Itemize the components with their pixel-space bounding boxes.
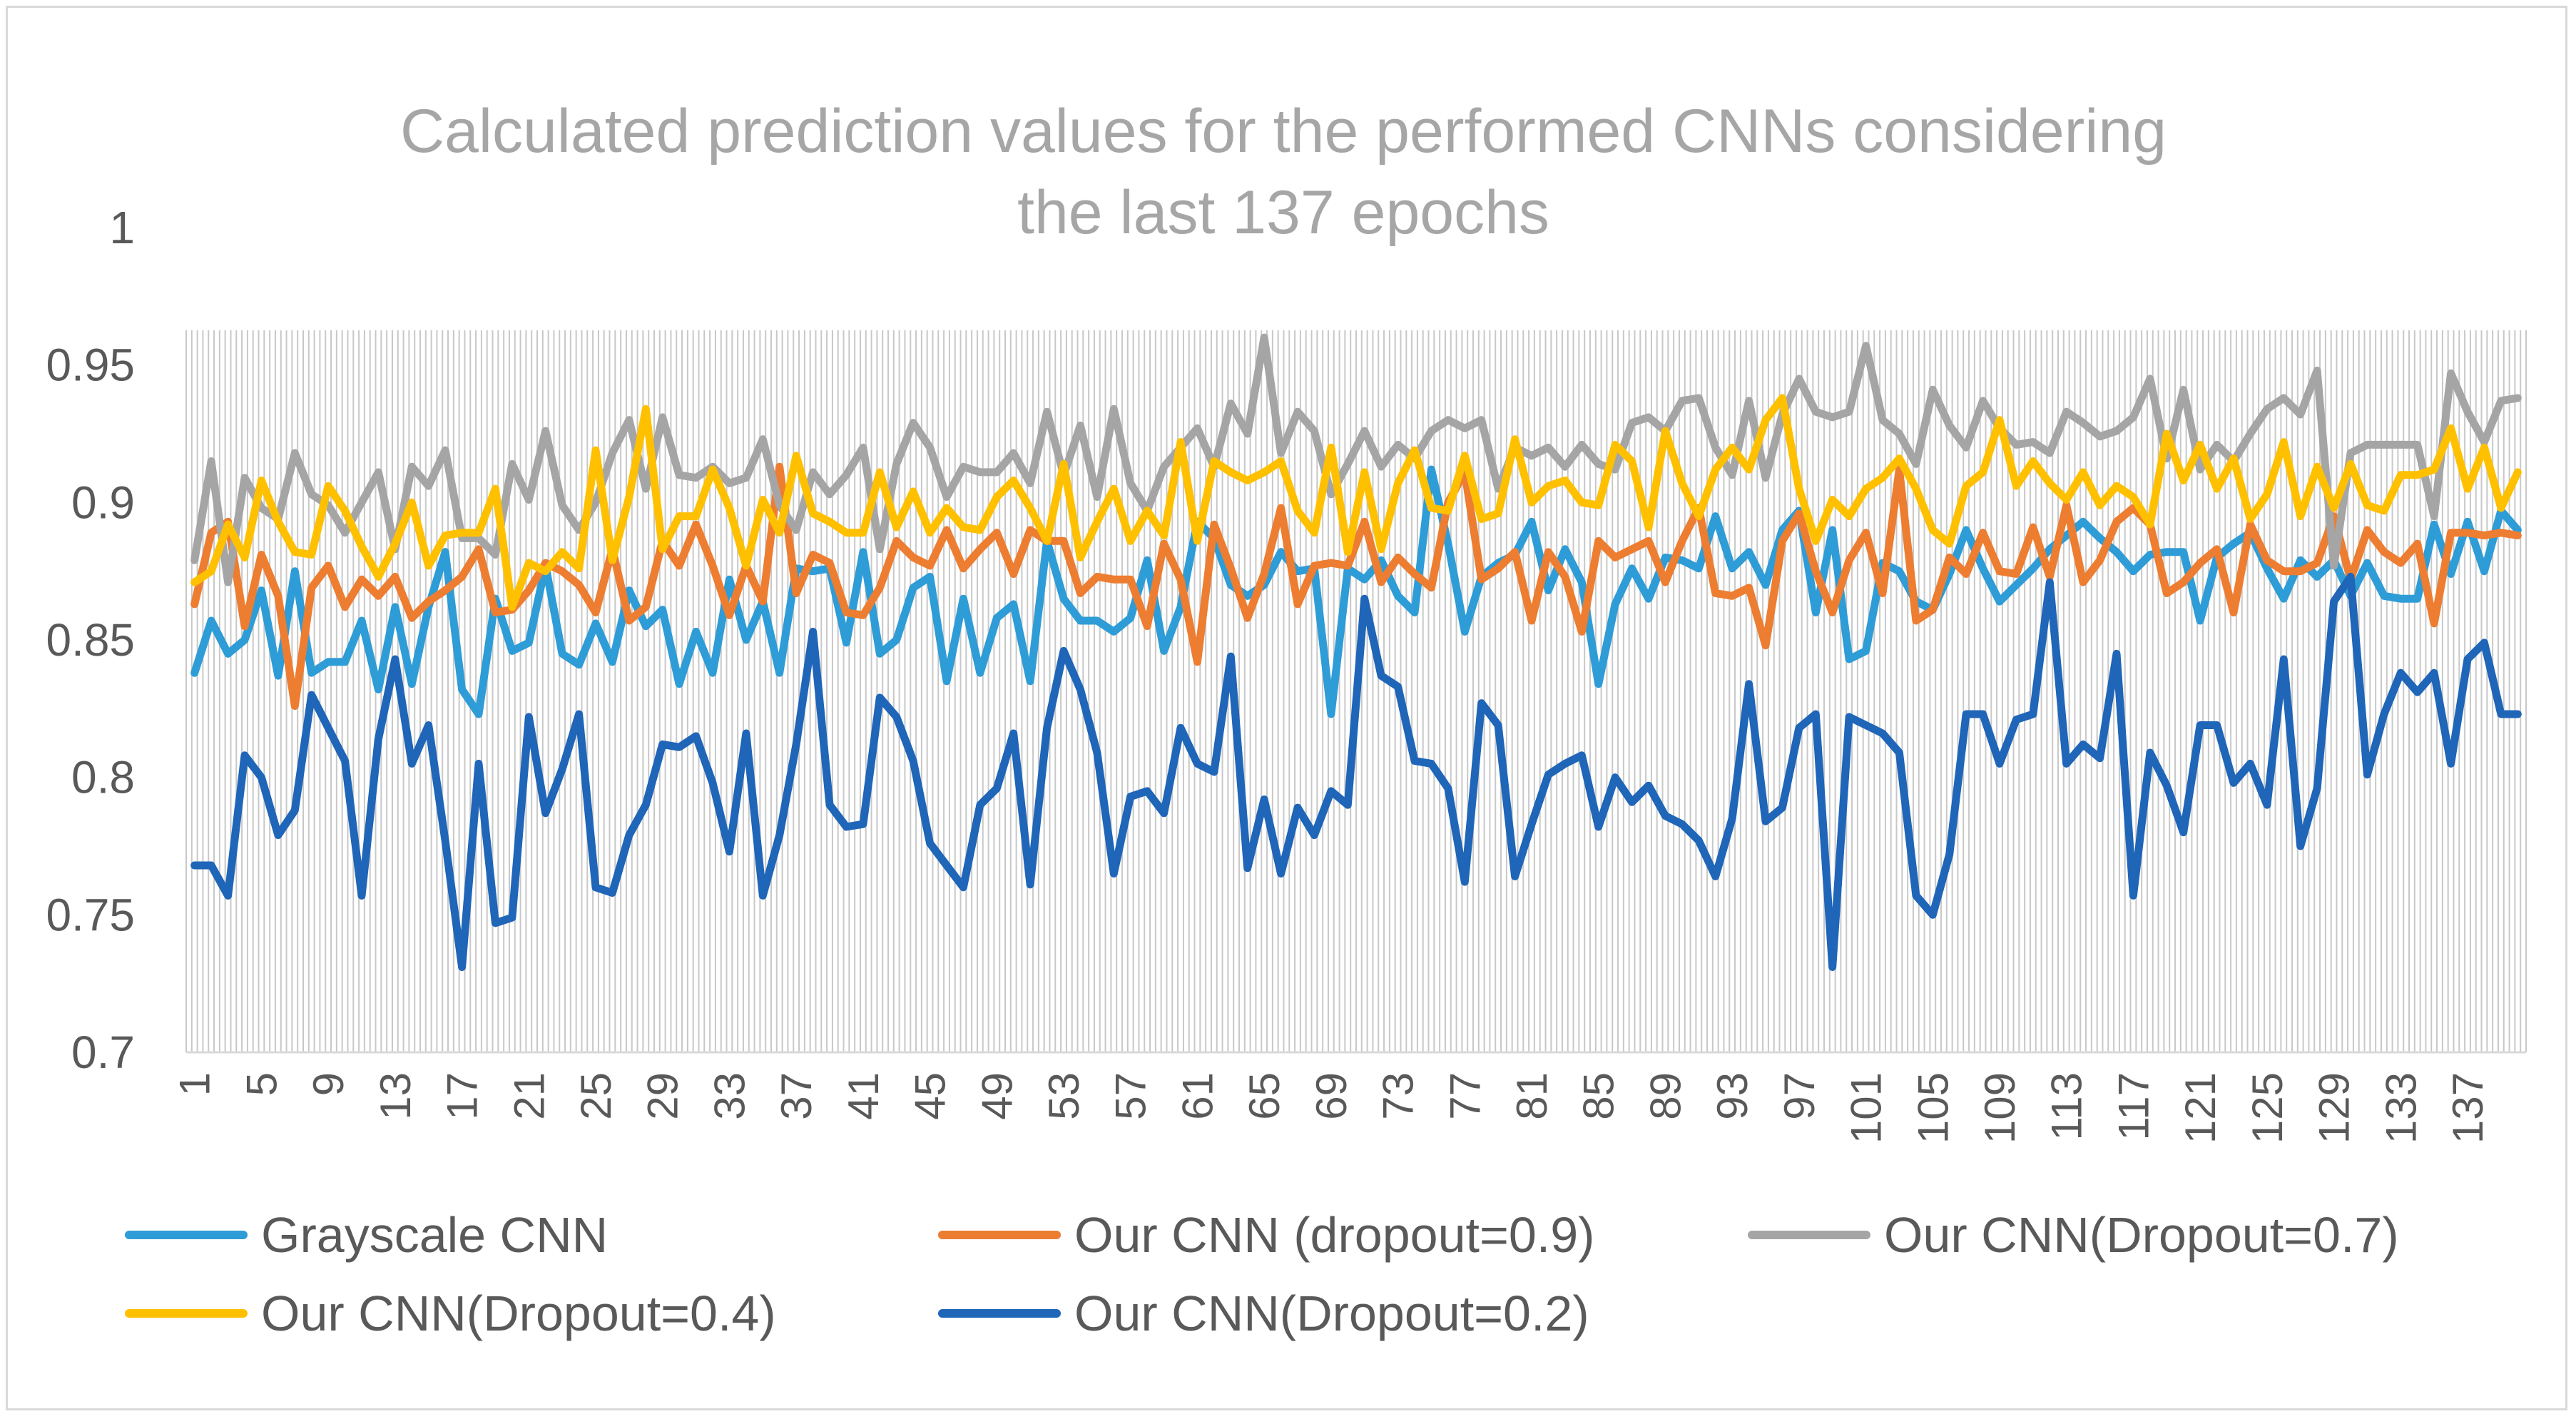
series-line-1 [190,465,2522,718]
x-tick-label: 41 [840,1072,887,1120]
x-tick-label: 101 [1843,1072,1890,1144]
legend-label: Our CNN(Dropout=0.7) [1884,1207,2399,1263]
x-tick-label: 53 [1040,1072,1088,1120]
line-chart: Calculated prediction values for the per… [46,97,2527,1341]
x-tick-label: 1 [171,1072,219,1096]
series-lines [190,333,2522,971]
x-axis-tick-labels: 1 5 9 13 17 21 25 29 33 37 41 45 49 53 57 61 65 69 73 77 81 8… [171,1072,2492,1144]
y-tick-label: 0.85 [46,614,135,666]
series-line-4 [190,394,2522,611]
legend-item-2: Our CNN (dropout=0.9) [938,1207,1594,1263]
x-tick-label: 81 [1508,1072,1556,1120]
legend-label: Our CNN(Dropout=0.2) [1074,1286,1589,1341]
y-tick-label: 1 [109,202,135,253]
legend-label: Grayscale CNN [261,1207,608,1263]
chart-title-line-2: the last 137 epochs [1017,178,1549,247]
legend-item-5: Our CNN(Dropout=0.2) [938,1286,1589,1341]
y-tick-label: 0.9 [71,477,135,528]
x-tick-label: 65 [1241,1072,1288,1120]
chart-title-line-1: Calculated prediction values for the per… [400,97,2167,166]
x-tick-label: 133 [2377,1072,2425,1144]
x-tick-label: 33 [706,1072,753,1120]
x-tick-label: 37 [773,1072,820,1120]
x-tick-label: 137 [2444,1072,2492,1144]
legend-item-4: Our CNN(Dropout=0.4) [125,1286,776,1341]
series-line-5 [190,572,2522,971]
x-tick-label: 77 [1441,1072,1489,1120]
x-tick-label: 121 [2177,1072,2224,1144]
x-tick-label: 93 [1709,1072,1756,1120]
x-tick-label: 25 [572,1072,620,1120]
x-tick-label: 113 [2043,1072,2091,1141]
chart-frame: Calculated prediction values for the per… [6,6,2567,1410]
x-tick-label: 57 [1107,1072,1155,1120]
legend-label: Our CNN(Dropout=0.4) [261,1286,776,1341]
y-axis-tick-labels: 0.7 0.75 0.8 0.85 0.9 0.95 1 [46,202,135,1078]
y-tick-label: 0.95 [46,340,135,391]
x-tick-label: 21 [505,1072,553,1120]
x-tick-label: 29 [639,1072,687,1120]
x-tick-label: 117 [2109,1072,2157,1141]
x-tick-label: 97 [1776,1072,1823,1120]
plot-area-hatching [185,330,2527,1052]
x-tick-label: 73 [1375,1072,1422,1120]
series-line-2 [190,462,2522,710]
legend-label: Our CNN (dropout=0.9) [1074,1207,1594,1263]
x-tick-label: 13 [372,1072,419,1120]
x-tick-label: 85 [1575,1072,1623,1120]
x-tick-label: 5 [238,1072,285,1096]
y-tick-label: 0.8 [71,752,135,803]
x-tick-label: 89 [1641,1072,1689,1120]
legend-item-3: Our CNN(Dropout=0.7) [1748,1207,2399,1263]
y-tick-label: 0.75 [46,889,135,940]
x-tick-label: 45 [907,1072,954,1120]
x-tick-label: 105 [1909,1072,1957,1144]
x-tick-label: 49 [973,1072,1021,1120]
x-tick-label: 69 [1308,1072,1355,1120]
x-tick-label: 129 [2311,1072,2358,1144]
chart-title: Calculated prediction values for the per… [400,97,2167,247]
x-tick-label: 109 [1976,1072,2024,1144]
x-tick-label: 61 [1174,1072,1221,1120]
x-tick-label: 17 [439,1072,487,1120]
legend-item-1: Grayscale CNN [125,1207,608,1263]
x-tick-label: 9 [305,1072,352,1096]
y-tick-label: 0.7 [71,1027,135,1078]
x-tick-label: 125 [2244,1072,2291,1144]
legend: Grayscale CNN Our CNN (dropout=0.9) Our CN… [125,1207,2399,1341]
